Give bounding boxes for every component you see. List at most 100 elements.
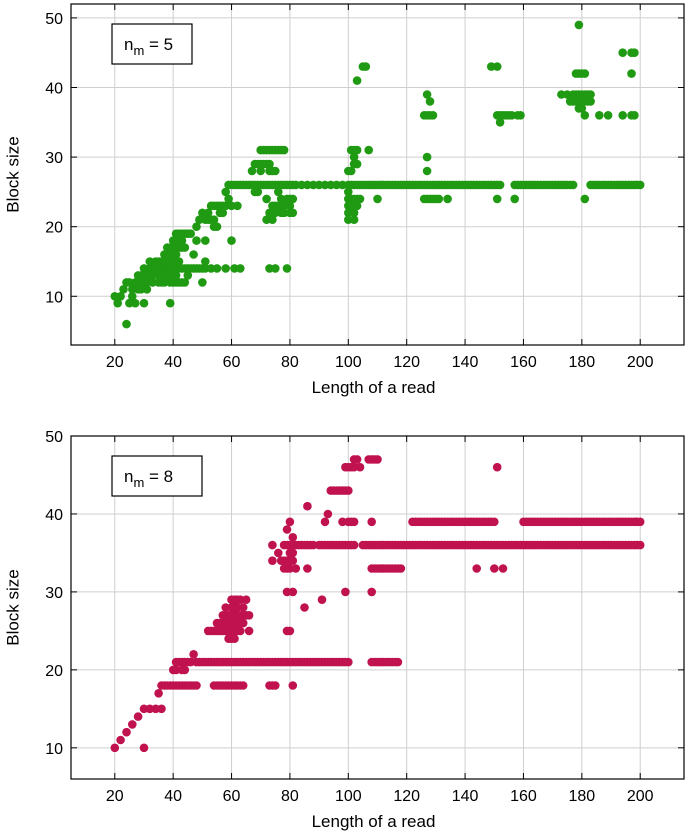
data-point	[253, 187, 263, 197]
x-tick-label: 180	[568, 788, 595, 805]
data-point	[352, 455, 362, 464]
legend-box	[111, 455, 203, 497]
data-point	[233, 201, 242, 211]
data-point	[145, 704, 155, 714]
data-point	[355, 194, 365, 204]
data-point	[236, 626, 245, 636]
data-point	[568, 180, 578, 190]
data-point	[303, 564, 312, 573]
data-point	[341, 587, 350, 597]
data-point	[352, 76, 362, 85]
data-point	[490, 564, 499, 573]
data-point	[157, 704, 166, 714]
data-point	[352, 201, 362, 211]
data-point	[192, 222, 201, 231]
data-point	[271, 166, 280, 176]
data-point	[630, 111, 639, 120]
data-point	[130, 298, 140, 308]
data-point	[495, 180, 505, 190]
data-point	[344, 187, 353, 197]
data-point	[562, 90, 572, 99]
data-point	[122, 319, 131, 329]
data-point	[300, 603, 309, 612]
data-point	[635, 180, 645, 190]
data-point	[206, 264, 216, 273]
legend-value: = 5	[144, 35, 173, 54]
y-tick-label: 30	[45, 585, 63, 602]
x-tick-label: 200	[627, 354, 654, 371]
data-point	[279, 145, 289, 155]
data-point	[346, 166, 356, 176]
data-point	[180, 243, 190, 252]
data-point	[212, 264, 222, 273]
data-point	[227, 201, 236, 211]
y-tick-label: 10	[45, 741, 63, 758]
data-point	[271, 208, 280, 218]
legend-value: = 8	[144, 467, 173, 486]
data-point	[288, 533, 298, 542]
legend-symbol: n	[124, 35, 133, 54]
data-point	[186, 229, 195, 238]
y-tick-label: 20	[45, 663, 63, 680]
data-point	[422, 90, 432, 99]
x-tick-label: 200	[627, 788, 654, 805]
chart-panel-top: 20 40 60 80 100 120 140 160 180 200 10 20 30 40 50 Leng…	[3, 3, 685, 397]
data-point	[618, 111, 627, 120]
plot-frame	[70, 3, 685, 346]
data-point	[344, 486, 353, 495]
data-point	[238, 681, 248, 690]
data-point	[288, 194, 298, 204]
data-point	[355, 462, 365, 472]
data-point	[218, 208, 228, 218]
data-point	[154, 689, 163, 698]
data-point	[472, 564, 482, 573]
data-point	[422, 152, 432, 162]
data-point	[577, 104, 587, 113]
data-point	[122, 727, 131, 737]
data-point	[635, 517, 645, 527]
data-point	[244, 611, 254, 620]
x-tick-label: 100	[335, 354, 362, 371]
data-point	[618, 48, 627, 57]
legend-box	[111, 23, 193, 65]
x-tick-label: 100	[335, 788, 362, 805]
data-point	[361, 62, 371, 71]
data-point	[262, 194, 271, 204]
data-point	[180, 665, 190, 675]
data-point	[495, 118, 505, 127]
data-point	[192, 681, 201, 690]
data-point	[238, 618, 248, 628]
data-point	[635, 540, 645, 550]
data-point	[274, 187, 283, 197]
data-point	[487, 62, 496, 71]
data-point	[288, 587, 298, 597]
data-point	[139, 298, 149, 308]
data-point	[268, 540, 277, 550]
data-point	[198, 278, 207, 287]
data-point	[119, 285, 128, 294]
y-tick-label: 30	[45, 150, 63, 167]
y-tick-label: 40	[45, 507, 63, 524]
data-point	[189, 250, 198, 259]
data-point	[396, 564, 406, 573]
data-point	[580, 111, 590, 120]
data-point	[224, 194, 233, 204]
data-point	[285, 517, 295, 527]
data-point	[221, 187, 230, 197]
y-tick-label: 10	[45, 289, 63, 306]
data-point	[247, 166, 257, 176]
data-point	[373, 455, 382, 464]
data-point	[349, 152, 359, 162]
data-point	[285, 201, 295, 211]
data-point	[282, 525, 292, 534]
data-point	[595, 111, 604, 120]
data-point	[364, 145, 374, 155]
data-point	[171, 250, 181, 259]
data-point	[171, 271, 181, 280]
data-point	[320, 517, 330, 527]
y-axis-label: Block size	[3, 569, 22, 646]
x-tick-label: 80	[281, 354, 299, 371]
legend: nm = 5	[111, 23, 193, 65]
data-point	[282, 264, 292, 273]
